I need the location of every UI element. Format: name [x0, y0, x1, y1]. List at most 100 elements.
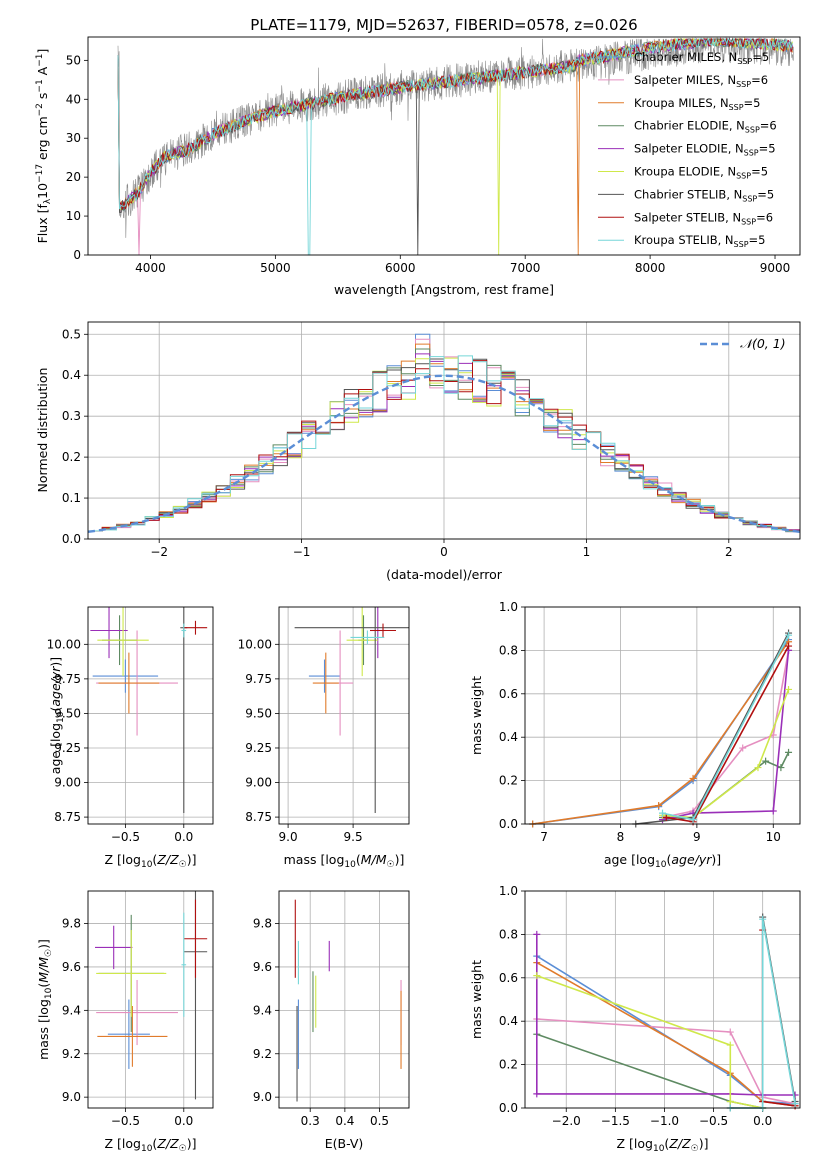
mass_vs_Z-point-salpeter_stelib — [183, 899, 208, 978]
age-vs-mass-xlabel: mass [log10(M/M☉)] — [284, 852, 405, 870]
age_vs_mass-ytick-label: 8.75 — [245, 810, 272, 824]
weight_vs_age-ytick-label: 1.0 — [499, 600, 518, 614]
mass_vs_Z-point-kroupa_miles — [97, 1006, 168, 1067]
mass_vs_Z-ytick-label: 9.4 — [62, 1003, 81, 1017]
weight_vs_Z-marker-salpeter_elodie — [533, 1090, 541, 1098]
residuals-ytick-label: 0.5 — [62, 327, 81, 341]
spectrum-xlabel: wavelength [Angstrom, rest frame] — [334, 282, 554, 297]
mass_vs_ebv-xtick-label: 0.5 — [370, 1114, 389, 1128]
legend-label-chabrier_miles: Chabrier MILES, NSSP=5 — [634, 50, 769, 66]
weight_vs_age-marker-kroupa_stelib — [785, 631, 793, 639]
weight_vs_age-panel: 7 8 9 10 0.0 0.2 0.4 0.6 0.8 1.0 age [log10(age/yr… — [469, 600, 801, 870]
legend-label-kroupa_elodie: Kroupa ELODIE, NSSP=5 — [634, 165, 768, 181]
age-vs-Z-xlabel: Z [log10(Z/Z☉)] — [105, 852, 197, 870]
weight_vs_Z-ytick-label: 0.8 — [499, 927, 518, 941]
weight_vs_age-marker-kroupa_elodie — [754, 764, 762, 772]
gaussian-curve — [87, 374, 801, 533]
residuals-xtick-label: 0 — [440, 545, 448, 559]
mass_vs_ebv-grid — [279, 891, 409, 1108]
weight_vs_Z-xtick-label: −0.5 — [699, 1114, 728, 1128]
spectrum-ylabel: Flux [fλ10−17 erg cm−2 s−1 A−1] — [35, 49, 53, 244]
age_vs_Z-xtick-label: 0.0 — [174, 830, 193, 844]
legend-label-kroupa_stelib: Kroupa STELIB, NSSP=5 — [634, 233, 765, 249]
mass-vs-Z-xlabel: Z [log10(Z/Z☉)] — [105, 1136, 197, 1154]
weight_vs_age-xtick-label: 7 — [540, 830, 548, 844]
spectrum-ytick-label: 20 — [66, 170, 81, 184]
spectrum-xtick-label: 6000 — [385, 261, 416, 275]
spectrum-panel: 4000 5000 6000 7000 8000 9000 0 10 20 30 40 50 Chabr… — [35, 36, 801, 297]
weight_vs_age-marker-chabrier_elodie — [762, 757, 770, 765]
mass-vs-Z-ylabel: mass [log10(M/M☉)] — [36, 939, 54, 1060]
weight_vs_age-series-kroupa_stelib — [659, 631, 793, 824]
mass_vs_ebv-ytick-label: 9.6 — [253, 960, 272, 974]
mass_vs_ebv-xtick-label: 0.3 — [301, 1114, 320, 1128]
spectrum-ytick-label: 50 — [66, 53, 81, 67]
mass_vs_Z-point-kroupa_stelib — [181, 912, 187, 1017]
weight_vs_Z-ytick-label: 0.4 — [499, 1014, 518, 1028]
weight_vs_age-ytick-label: 0.6 — [499, 687, 518, 701]
mass_vs_ebv-xtick-label: 0.4 — [335, 1114, 354, 1128]
weight_vs_age-ylabel: mass weight — [469, 676, 484, 755]
legend-label-salpeter_elodie: Salpeter ELODIE, NSSP=5 — [634, 142, 776, 158]
spectrum-xtick-label: 9000 — [760, 261, 791, 275]
weight_vs_Z-marker-kroupa_elodie — [726, 1097, 734, 1105]
weight_vs_Z-ylabel: mass weight — [469, 960, 484, 1039]
mass_vs_Z-point-salpeter_miles — [96, 979, 178, 1046]
age_vs_Z-ytick-label: 9.25 — [54, 741, 81, 755]
age_vs_Z-point-salpeter_elodie — [90, 607, 128, 659]
spectrum-xtick-label: 7000 — [510, 261, 541, 275]
spectrum-xtick-label: 5000 — [260, 261, 291, 275]
age_vs_Z-point-kroupa_miles — [98, 652, 160, 714]
spectrum-ytick-label: 10 — [66, 209, 81, 223]
weight_vs_age-marker-chabrier_elodie — [785, 748, 793, 756]
mass_vs_Z-ytick-label: 9.8 — [62, 917, 81, 931]
age_vs_mass-ytick-label: 9.50 — [245, 706, 272, 720]
age_vs_mass-point-salpeter_stelib — [370, 623, 396, 638]
gaussian-legend-label: 𝒩(0, 1) — [740, 336, 786, 351]
weight_vs_age-marker-salpeter_miles — [739, 744, 747, 752]
age-vs-Z-ylabel: age [log10(age/yr)] — [48, 657, 66, 774]
weight_vs_Z-line-kroupa_elodie — [536, 974, 763, 1109]
age_vs_Z-point-chabrier_miles — [92, 659, 159, 693]
weight_vs_Z-marker-kroupa_stelib — [759, 915, 767, 923]
residuals-xtick-label: 1 — [583, 545, 591, 559]
weight_vs_Z-xtick-label: 0.0 — [753, 1114, 772, 1128]
mass_vs_ebv-ytick-label: 9.2 — [253, 1047, 272, 1061]
legend-label-salpeter_stelib: Salpeter STELIB, NSSP=6 — [634, 210, 773, 226]
mass_vs_ebv-ytick-label: 9.8 — [253, 917, 272, 931]
weight_vs_Z-frame — [524, 890, 801, 1109]
age_vs_mass-point-kroupa_elodie — [346, 607, 378, 677]
residuals-ylabel: Normed distribution — [35, 368, 50, 493]
age_vs_Z-frame — [87, 606, 214, 825]
legend-label-salpeter_miles: Salpeter MILES, NSSP=6 — [634, 73, 768, 89]
weight_vs_Z-ytick-label: 0.0 — [499, 1101, 518, 1115]
weight_vs_age-marker-kroupa_elodie — [785, 685, 793, 693]
residuals-ytick-label: 0.1 — [62, 491, 81, 505]
weight_vs_Z-ytick-label: 1.0 — [499, 884, 518, 898]
weight-vs-Z-xlabel: Z [log10(Z/Z☉)] — [617, 1136, 709, 1154]
weight_vs_Z-ytick-label: 0.6 — [499, 971, 518, 985]
age_vs_mass-point-kroupa_miles — [312, 652, 339, 714]
mass_vs_ebv-panel: 0.3 0.4 0.5 9.0 9.2 9.4 9.6 9.8 E(B-V) — [253, 890, 410, 1151]
mass_vs_Z-ytick-label: 9.6 — [62, 960, 81, 974]
weight_vs_Z-marker-kroupa_elodie — [726, 1041, 734, 1049]
residuals-xlabel: (data-model)/error — [386, 567, 503, 582]
weight_vs_Z-line-chabrier_miles — [536, 955, 796, 1105]
age_vs_mass-panel: 9.0 9.5 8.75 9.00 9.25 9.50 9.75 10.00 mass [log… — [238, 606, 410, 870]
age_vs_mass-ytick-label: 9.25 — [245, 741, 272, 755]
mass_vs_Z-xtick-label: −0.5 — [111, 1114, 140, 1128]
age_vs_Z-ytick-label: 9.50 — [54, 706, 81, 720]
weight_vs_age-marker-kroupa_miles — [655, 802, 663, 810]
mass_vs_Z-point-chabrier_miles — [107, 999, 150, 1069]
legend-label-kroupa_miles: Kroupa MILES, NSSP=5 — [634, 96, 760, 112]
mass_vs_ebv-frame — [278, 890, 410, 1109]
mass_vs_Z-point-salpeter_elodie — [95, 925, 133, 970]
weight_vs_age-marker-kroupa_miles — [689, 774, 697, 782]
residuals-xtick-label: 2 — [725, 545, 733, 559]
age_vs_mass-ytick-label: 10.00 — [238, 637, 272, 651]
age_vs_mass-xtick-label: 9.0 — [279, 830, 298, 844]
age_vs_mass-point-chabrier_miles — [308, 659, 341, 693]
weight_vs_Z-xtick-label: −2.0 — [552, 1114, 581, 1128]
weight_vs_age-marker-salpeter_stelib — [662, 813, 670, 821]
